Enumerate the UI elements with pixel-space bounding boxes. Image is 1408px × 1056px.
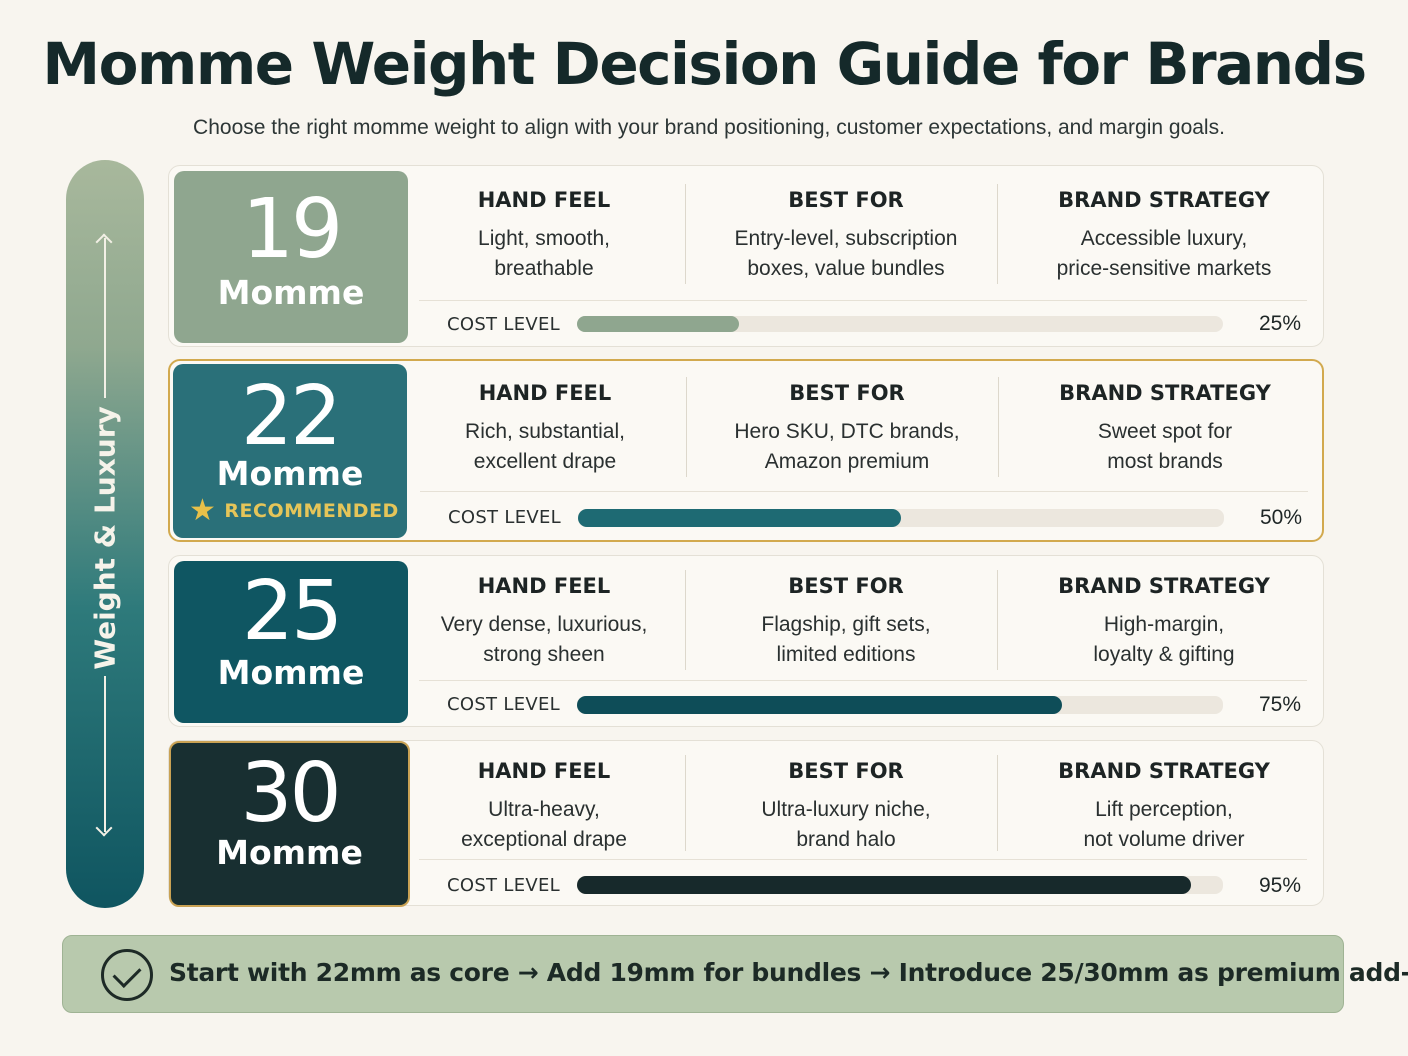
best-for-header: BEST FOR xyxy=(788,759,904,783)
cost-level-label: COST LEVEL xyxy=(447,694,560,715)
hand-feel-header: HAND FEEL xyxy=(478,381,612,405)
hand-feel-text: Ultra-heavy, exceptional drape xyxy=(461,798,627,851)
weight-badge: 25 Momme xyxy=(174,561,408,723)
brand-strategy-header: BRAND STRATEGY xyxy=(1058,759,1270,783)
best-for-column: BEST FOR Ultra-luxury niche, brand halo xyxy=(699,759,993,855)
page-subtitle: Choose the right momme weight to align w… xyxy=(193,116,1225,139)
column-divider xyxy=(997,184,998,284)
momme-row-30: 30 Momme HAND FEEL Ultra-heavy, exception… xyxy=(168,740,1324,907)
hand-feel-column: HAND FEEL Ultra-heavy, exceptional drape xyxy=(419,759,669,855)
best-for-text: Hero SKU, DTC brands, Amazon premium xyxy=(734,420,960,473)
brand-strategy-text: Accessible luxury, price-sensitive market… xyxy=(1056,227,1272,280)
weight-number: 22 xyxy=(240,369,342,464)
row-divider xyxy=(419,300,1307,301)
column-divider xyxy=(997,570,998,670)
cost-level-bar xyxy=(577,696,1062,714)
cost-level-percent: 50% xyxy=(1259,506,1302,529)
hand-feel-column: HAND FEEL Rich, substantial, excellent dr… xyxy=(420,381,670,477)
hand-feel-column: HAND FEEL Very dense, luxurious, strong s… xyxy=(419,574,669,670)
page-title: Momme Weight Decision Guide for Brands xyxy=(42,30,1367,98)
brand-strategy-column: BRAND STRATEGY Sweet spot for most brands xyxy=(1012,381,1318,477)
hand-feel-text: Very dense, luxurious, strong sheen xyxy=(440,613,648,666)
column-divider xyxy=(685,755,686,851)
weight-unit: Momme xyxy=(216,454,364,493)
hand-feel-text: Light, smooth, breathable xyxy=(478,227,610,280)
recommendation-callout: Start with 22mm as core → Add 19mm for b… xyxy=(62,935,1408,1013)
brand-strategy-text: High-margin, loyalty & gifting xyxy=(1093,613,1235,666)
best-for-column: BEST FOR Entry-level, subscription boxes,… xyxy=(699,188,993,284)
best-for-text: Flagship, gift sets, limited editions xyxy=(761,613,931,666)
column-divider xyxy=(686,377,687,477)
brand-strategy-header: BRAND STRATEGY xyxy=(1058,574,1270,598)
weight-badge: 19 Momme xyxy=(174,171,408,343)
cost-level-track xyxy=(577,316,1223,332)
cost-level-percent: 25% xyxy=(1258,312,1301,335)
cost-level-percent: 75% xyxy=(1258,693,1301,716)
weight-unit: Momme xyxy=(216,833,363,872)
best-for-text: Entry-level, subscription boxes, value bu… xyxy=(734,227,958,280)
arrow-up-icon xyxy=(104,238,106,398)
column-divider xyxy=(685,570,686,670)
best-for-column: BEST FOR Flagship, gift sets, limited edi… xyxy=(699,574,993,670)
brand-strategy-column: BRAND STRATEGY High-margin, loyalty & gif… xyxy=(1011,574,1317,670)
recommended-badge: ★ RECOMMENDED xyxy=(189,496,399,526)
best-for-header: BEST FOR xyxy=(789,381,905,405)
brand-strategy-text: Sweet spot for most brands xyxy=(1097,420,1233,473)
weight-unit: Momme xyxy=(217,273,365,312)
hand-feel-header: HAND FEEL xyxy=(477,188,611,212)
best-for-header: BEST FOR xyxy=(788,574,904,598)
hand-feel-header: HAND FEEL xyxy=(477,759,611,783)
row-divider xyxy=(419,859,1307,860)
column-divider xyxy=(685,184,686,284)
hand-feel-column: HAND FEEL Light, smooth, breathable xyxy=(419,188,669,284)
row-divider xyxy=(420,491,1308,492)
hand-feel-text: Rich, substantial, excellent drape xyxy=(465,420,625,473)
arrow-down-icon xyxy=(104,676,106,832)
brand-strategy-column: BRAND STRATEGY Lift perception, not volum… xyxy=(1011,759,1317,855)
cost-level-track xyxy=(577,876,1223,894)
cost-level-track xyxy=(578,509,1224,527)
column-divider xyxy=(997,755,998,851)
hand-feel-header: HAND FEEL xyxy=(477,574,611,598)
cost-level-track xyxy=(577,696,1223,714)
best-for-header: BEST FOR xyxy=(788,188,904,212)
momme-row-25: 25 Momme HAND FEEL Very dense, luxurious… xyxy=(168,555,1324,727)
brand-strategy-column: BRAND STRATEGY Accessible luxury, price-s… xyxy=(1011,188,1317,284)
recommended-label: RECOMMENDED xyxy=(224,500,399,522)
best-for-text: Ultra-luxury niche, brand halo xyxy=(761,798,931,851)
weight-number: 30 xyxy=(240,746,341,841)
scale-label: Weight & Luxury xyxy=(88,406,122,670)
column-divider xyxy=(998,377,999,477)
best-for-column: BEST FOR Hero SKU, DTC brands, Amazon pre… xyxy=(700,381,994,477)
brand-strategy-header: BRAND STRATEGY xyxy=(1058,188,1270,212)
weight-badge: 22 Momme ★ RECOMMENDED xyxy=(173,364,407,538)
momme-row-22: 22 Momme ★ RECOMMENDED HAND FEEL Rich, s… xyxy=(168,359,1324,542)
momme-row-19: 19 Momme HAND FEEL Light, smooth, breatha… xyxy=(168,165,1324,347)
brand-strategy-text: Lift perception, not volume driver xyxy=(1083,798,1245,851)
cost-level-label: COST LEVEL xyxy=(447,875,560,896)
weight-unit: Momme xyxy=(217,653,365,692)
star-icon: ★ xyxy=(189,493,217,528)
cost-level-bar xyxy=(577,316,739,332)
cost-level-label: COST LEVEL xyxy=(447,314,560,335)
brand-strategy-header: BRAND STRATEGY xyxy=(1059,381,1271,405)
checkmark-circle-icon xyxy=(101,949,153,1001)
weight-number: 25 xyxy=(241,564,343,659)
cost-level-label: COST LEVEL xyxy=(448,507,561,528)
cost-level-bar xyxy=(577,876,1191,894)
weight-number: 19 xyxy=(241,182,343,277)
row-divider xyxy=(419,680,1307,681)
weight-badge: 30 Momme xyxy=(169,741,410,907)
recommendation-text: Start with 22mm as core → Add 19mm for b… xyxy=(169,958,1408,987)
cost-level-percent: 95% xyxy=(1258,874,1301,897)
cost-level-bar xyxy=(578,509,901,527)
